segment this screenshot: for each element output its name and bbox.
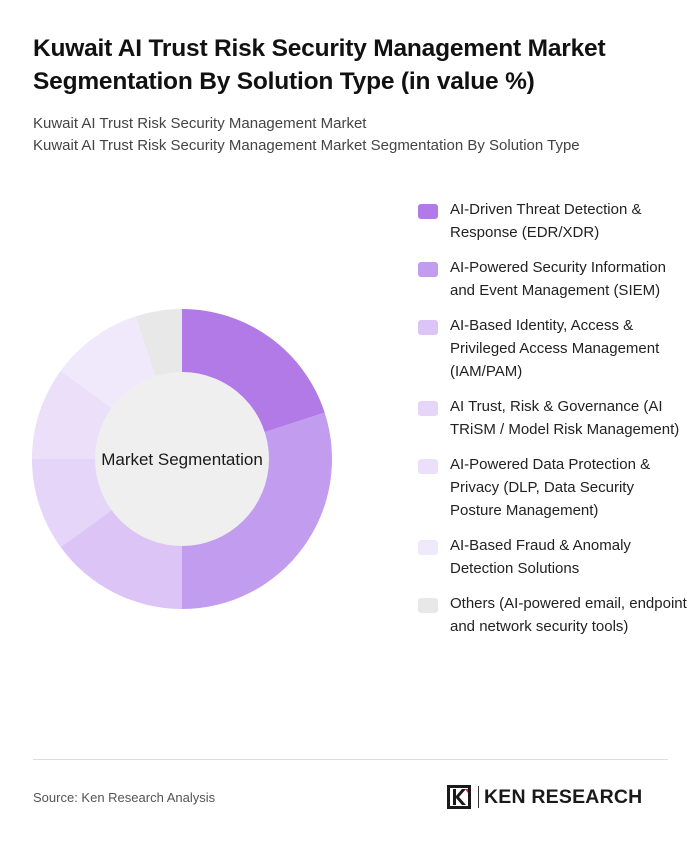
center-label: Market Segmentation xyxy=(101,450,263,469)
legend-item: AI-Driven Threat Detection & Response (E… xyxy=(418,199,688,244)
legend-label: AI Trust, Risk & Governance (AI TRiSM / … xyxy=(450,398,680,438)
legend-item: AI-Based Fraud & Anomaly Detection Solut… xyxy=(418,535,688,580)
legend-swatch xyxy=(418,459,438,475)
legend-item: Others (AI-powered email, endpoint and n… xyxy=(418,593,688,638)
legend-item: AI-Based Identity, Access & Privileged A… xyxy=(418,315,688,383)
legend-swatch xyxy=(418,204,438,219)
legend-swatch xyxy=(418,598,438,614)
legend-label: AI-Powered Security Information and Even… xyxy=(450,259,666,299)
chart-legend: AI-Driven Threat Detection & Response (E… xyxy=(418,199,688,639)
chart-subtitle: Kuwait AI Trust Risk Security Management… xyxy=(33,113,683,157)
legend-label: AI-Driven Threat Detection & Response (E… xyxy=(450,201,642,241)
chart-title: Kuwait AI Trust Risk Security Management… xyxy=(33,35,606,95)
brand-name: KEN RESEARCH xyxy=(484,785,643,808)
ken-research-logo-icon xyxy=(447,785,471,809)
legend-swatch xyxy=(418,320,438,336)
legend-label: AI-Based Fraud & Anomaly Detection Solut… xyxy=(450,537,631,577)
legend-item: AI Trust, Risk & Governance (AI TRiSM / … xyxy=(418,396,688,441)
legend-label: Others (AI-powered email, endpoint and n… xyxy=(450,595,687,635)
donut-center xyxy=(95,372,269,546)
source-note: Source: Ken Research Analysis xyxy=(33,790,216,805)
donut-chart: Market Segmentation xyxy=(32,309,333,609)
legend-swatch xyxy=(418,401,438,417)
footer-divider xyxy=(33,759,668,760)
brand-logo: KEN RESEARCH xyxy=(446,784,642,810)
legend-label: AI-Powered Data Protection & Privacy (DL… xyxy=(450,456,651,519)
legend-item: AI-Powered Security Information and Even… xyxy=(418,257,688,302)
subtitle-line-2: Kuwait AI Trust Risk Security Management… xyxy=(33,137,580,154)
legend-swatch xyxy=(418,540,438,556)
brand-separator xyxy=(478,786,479,808)
legend-item: AI-Powered Data Protection & Privacy (DL… xyxy=(418,454,688,522)
subtitle-line-1: Kuwait AI Trust Risk Security Management… xyxy=(33,115,367,132)
legend-swatch xyxy=(418,262,438,278)
legend-label: AI-Based Identity, Access & Privileged A… xyxy=(450,317,660,380)
